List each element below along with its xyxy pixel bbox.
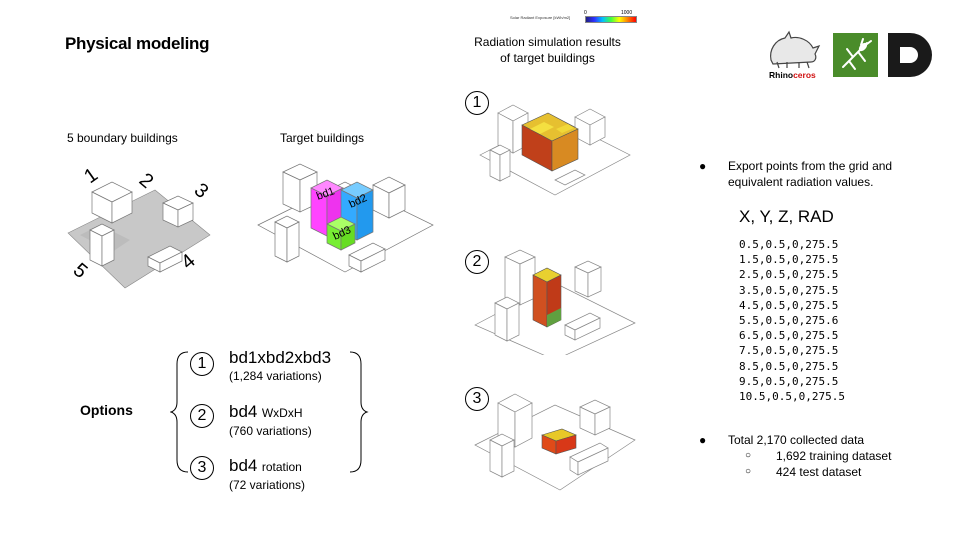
export-line-1: Export points from the grid and [728, 159, 893, 173]
test-bullet-dot: ○ [745, 466, 752, 477]
simulation-title: Radiation simulation results of target b… [465, 34, 630, 66]
simulation-result-1 [479, 104, 631, 196]
total-text: Total 2,170 collected data [728, 433, 865, 447]
coords-row: 1.5,0.5,0,275.5 [739, 253, 839, 267]
simulation-title-line1: Radiation simulation results [474, 35, 621, 49]
coords-row: 7.5,0.5,0,275.5 [739, 344, 839, 358]
coords-list: 0.5,0.5,0,275.5 1.5,0.5,0,275.5 2.5,0.5,0,… [739, 237, 845, 404]
option-2-small: WxDxH [261, 406, 303, 420]
coords-header: X, Y, Z, RAD [739, 207, 834, 226]
d-logo-icon [888, 33, 932, 77]
coords-row: 2.5,0.5,0,275.5 [739, 268, 839, 282]
legend-max: 1000 [621, 10, 633, 16]
simulation-result-2 [474, 249, 636, 355]
coords-row: 10.5,0.5,0,275.5 [739, 390, 845, 404]
option-number-3: 3 [190, 456, 214, 480]
coords-row: 8.5,0.5,0,275.5 [739, 359, 839, 373]
boundary-caption: 5 boundary buildings [67, 131, 178, 145]
boundary-label-5: 5 [69, 259, 92, 283]
export-line-2: equivalent radiation values. [728, 175, 874, 189]
export-bullet-dot: ● [699, 159, 707, 173]
option-2-main: bd4 [229, 402, 258, 421]
option-3-title: bd4 rotation [229, 456, 302, 476]
option-3-main: bd4 [229, 456, 258, 475]
legend-title: Solar Radiant Exposure [kWh/m2] [510, 15, 571, 20]
option-number-2: 2 [190, 404, 214, 428]
option-1-main: bd1xbd2xbd3 [229, 348, 332, 367]
option-2-title: bd4 WxDxH [229, 402, 303, 422]
sim-case-number-2: 2 [465, 250, 489, 274]
boundary-label-4: 4 [177, 250, 200, 274]
sim-case-number-3: 3 [465, 387, 489, 411]
coords-row: 3.5,0.5,0,275.5 [739, 283, 839, 297]
training-bullet-dot: ○ [745, 450, 752, 461]
coords-row: 6.5,0.5,0,275.5 [739, 329, 839, 343]
option-number-1: 1 [190, 352, 214, 376]
coords-row: 9.5,0.5,0,275.5 [739, 374, 839, 388]
target-buildings-diagram: bd1 bd2 bd3 [257, 163, 434, 273]
option-3-small: rotation [261, 460, 302, 474]
test-text: 424 test dataset [776, 465, 862, 479]
option-3-variations: (72 variations) [229, 478, 306, 492]
legend-min: 0 [584, 10, 587, 16]
coords-row: 5.5,0.5,0,275.6 [739, 314, 839, 328]
simulation-result-3 [474, 393, 636, 491]
options-label: Options [80, 402, 133, 418]
option-1-variations: (1,284 variations) [229, 369, 322, 383]
export-bullet-text: Export points from the grid and equivale… [728, 158, 892, 190]
grasshopper-icon [833, 33, 878, 77]
rhino-logo: Rhinoceros [769, 30, 821, 80]
target-caption: Target buildings [280, 131, 365, 145]
option-2-variations: (760 variations) [229, 424, 312, 438]
boundary-label-2: 2 [135, 169, 158, 193]
coords-row: 4.5,0.5,0,275.5 [739, 298, 839, 312]
options-braces [170, 351, 369, 473]
rhino-logo-text: Rhinoceros [769, 70, 816, 80]
boundary-buildings-diagram: 1 2 3 4 5 [67, 164, 213, 289]
target-label-bd1: bd1 [315, 185, 336, 203]
boundary-label-3: 3 [190, 179, 213, 203]
simulation-title-line2: of target buildings [500, 51, 595, 65]
total-bullet-dot: ● [699, 433, 707, 447]
boundary-label-1: 1 [80, 164, 102, 188]
coords-row: 0.5,0.5,0,275.5 [739, 238, 839, 251]
legend-color-bar [585, 16, 637, 23]
training-text: 1,692 training dataset [776, 449, 892, 463]
page-title: Physical modeling [65, 34, 210, 53]
sim-case-number-1: 1 [465, 91, 489, 115]
